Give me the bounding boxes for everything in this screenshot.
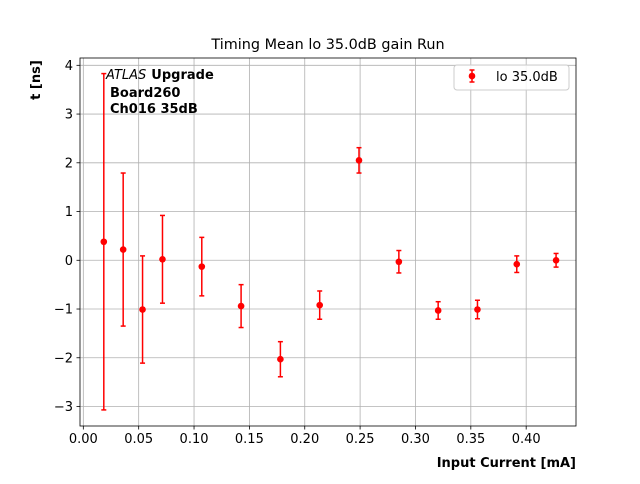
data-point xyxy=(119,246,127,253)
data-point xyxy=(474,306,481,313)
y-tick-label: −1 xyxy=(54,303,73,318)
x-tick-label: 0.30 xyxy=(401,432,430,447)
legend-box xyxy=(453,64,570,91)
x-tick-label: 0.10 xyxy=(180,432,209,447)
legend-marker-icon xyxy=(468,72,476,80)
data-point xyxy=(395,258,403,266)
annotation-italic: ATLAS xyxy=(105,68,146,83)
annotation-bold: Upgrade xyxy=(151,68,214,83)
data-point xyxy=(100,238,108,246)
atlas-annotation: ATLAS Upgrade Board260 Ch016 35dB xyxy=(105,68,214,117)
legend-label: lo 35.0dB xyxy=(496,70,558,85)
y-tick-label: −3 xyxy=(54,400,73,415)
y-tick-label: −2 xyxy=(54,351,73,366)
tick-layer: 0.00 0.05 0.10 0.15 0.20 0.25 0.30 0.35 0.40 −3 −2… xyxy=(54,59,541,447)
legend: lo 35.0dB xyxy=(453,64,570,91)
plot-frame xyxy=(79,57,577,427)
data-point xyxy=(139,306,146,313)
x-axis-label: Input Current [mA] xyxy=(437,456,576,471)
annotation-line-3: Ch016 35dB xyxy=(110,102,198,117)
annotation-line-1: ATLAS Upgrade xyxy=(105,68,214,83)
y-tick-label: 2 xyxy=(65,156,73,171)
x-tick-label: 0.15 xyxy=(235,432,264,447)
grid-layer xyxy=(80,58,576,426)
data-point xyxy=(355,157,363,164)
x-tick-label: 0.25 xyxy=(346,432,375,447)
annotation-line-2: Board260 xyxy=(110,86,180,101)
data-point xyxy=(198,263,206,270)
y-tick-label: 0 xyxy=(65,254,73,269)
x-tick-label: 0.00 xyxy=(69,432,98,447)
data-point xyxy=(513,260,521,268)
y-tick-label: 1 xyxy=(65,205,73,220)
chart-title: Timing Mean lo 35.0dB gain Run xyxy=(210,37,444,53)
data-point xyxy=(552,256,560,264)
data-point xyxy=(159,256,166,263)
x-tick-label: 0.05 xyxy=(124,432,153,447)
data-point xyxy=(434,307,442,314)
x-tick-label: 0.35 xyxy=(456,432,485,447)
data-point xyxy=(277,355,284,363)
x-tick-label: 0.40 xyxy=(512,432,541,447)
y-axis-label: t [ns] xyxy=(29,60,44,100)
data-point xyxy=(237,302,245,310)
y-tick-label: 4 xyxy=(65,59,73,74)
x-tick-label: 0.20 xyxy=(290,432,319,447)
data-layer xyxy=(100,72,560,411)
data-point xyxy=(316,301,323,309)
y-tick-label: 3 xyxy=(65,108,73,123)
